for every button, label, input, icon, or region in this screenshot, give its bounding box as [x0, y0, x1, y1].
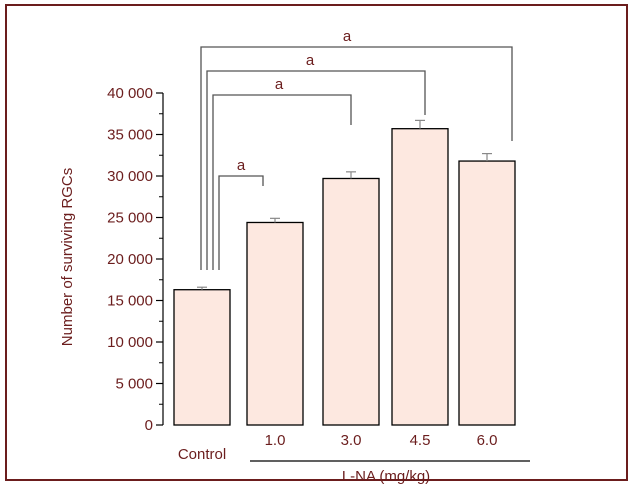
significance-label: a — [275, 76, 284, 93]
x-category-label: 1.0 — [265, 432, 286, 449]
x-category-label: 6.0 — [477, 432, 498, 449]
x-category-label: Control — [178, 446, 226, 463]
significance-label: a — [343, 28, 352, 45]
significance-label: a — [306, 52, 315, 69]
y-tick-label: 40 000 — [107, 85, 153, 102]
significance-bracket — [200, 46, 513, 270]
significance-label: a — [237, 157, 246, 174]
y-tick-label: 25 000 — [107, 210, 153, 227]
y-tick-label: 20 000 — [107, 251, 153, 268]
y-axis: 0 5 000 10 000 15 000 20 000 25 000 30 000 35 0… — [107, 85, 164, 434]
bar — [458, 160, 516, 426]
y-tick-label: 10 000 — [107, 334, 153, 351]
y-tick-label: 30 000 — [107, 168, 153, 185]
y-tick-label: 35 000 — [107, 127, 153, 144]
y-tick-label: 0 — [145, 417, 153, 434]
y-axis-title: Number of surviving RGCs — [59, 168, 76, 346]
y-tick-label: 5 000 — [115, 376, 153, 393]
significance-bracket — [206, 70, 426, 270]
significance-bracket — [218, 175, 264, 270]
significance-brackets: a a a a — [200, 28, 513, 270]
bar — [391, 128, 449, 426]
x-category-label: 4.5 — [410, 432, 431, 449]
bar — [173, 289, 231, 426]
significance-bracket — [212, 94, 352, 270]
chart-frame — [5, 4, 628, 481]
error-bars — [197, 119, 492, 290]
bar — [246, 221, 304, 426]
y-tick-label: 15 000 — [107, 293, 153, 310]
x-axis-labels: Control 1.0 3.0 4.5 6.0 — [178, 432, 498, 463]
x-axis-title: L-NA (mg/kg) — [342, 468, 430, 485]
bars — [173, 128, 516, 426]
x-category-label: 3.0 — [341, 432, 362, 449]
bar — [322, 177, 380, 426]
